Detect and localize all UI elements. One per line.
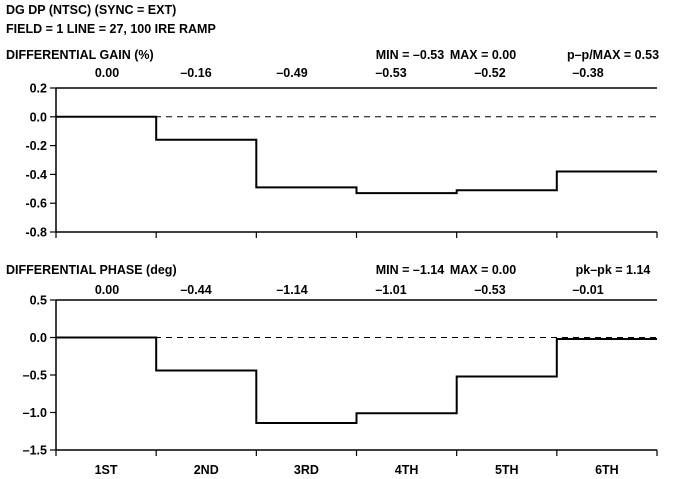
gain-ytick-label-2: -0.2 <box>25 139 47 153</box>
category-label-4: 4TH <box>395 463 419 477</box>
phase-segment-label-1: 0.00 <box>95 283 119 297</box>
category-label-6: 6TH <box>595 463 619 477</box>
phase-stat-0: MIN = –1.14 <box>376 263 444 277</box>
gain-stat-1: MAX = 0.00 <box>450 48 516 62</box>
gain-ytick-label-4: -0.6 <box>25 197 47 211</box>
gain-segment-label-4: –0.53 <box>375 66 406 80</box>
gain-stat-2: p–p/MAX = 0.53 <box>567 48 659 62</box>
phase-ytick-label-4: –1.5 <box>23 444 47 458</box>
header-line-2: FIELD = 1 LINE = 27, 100 IRE RAMP <box>6 22 216 36</box>
phase-ytick-label-3: –1.0 <box>23 406 47 420</box>
phase-title: DIFFERENTIAL PHASE (deg) <box>6 263 177 277</box>
gain-segment-label-2: –0.16 <box>180 66 211 80</box>
header-line-1: DG DP (NTSC) (SYNC = EXT) <box>6 3 177 17</box>
phase-segment-label-4: –1.01 <box>375 283 406 297</box>
phase-segment-label-2: –0.44 <box>180 283 211 297</box>
phase-stat-1: MAX = 0.00 <box>450 263 516 277</box>
gain-series-line <box>56 115 657 195</box>
gain-stat-0: MIN = –0.53 <box>376 48 444 62</box>
phase-segment-label-3: –1.14 <box>276 283 307 297</box>
phase-segment-label-6: –0.01 <box>572 283 603 297</box>
phase-ytick-label-2: –0.5 <box>23 369 47 383</box>
phase-ytick-label-1: 0.0 <box>30 331 47 345</box>
phase-stat-2: pk–pk = 1.14 <box>576 263 651 277</box>
gain-ytick-label-0: 0.2 <box>30 82 47 96</box>
category-label-3: 3RD <box>294 463 319 477</box>
gain-segment-label-5: –0.52 <box>474 66 505 80</box>
gain-segment-label-6: –0.38 <box>572 66 603 80</box>
phase-segment-label-5: –0.53 <box>474 283 505 297</box>
gain-ytick-label-3: -0.4 <box>25 168 47 182</box>
gain-segment-label-1: 0.00 <box>95 66 119 80</box>
phase-ytick-label-0: 0.5 <box>30 294 47 308</box>
category-label-1: 1ST <box>95 463 118 477</box>
gain-title: DIFFERENTIAL GAIN (%) <box>6 48 154 62</box>
gain-ytick-label-1: 0.0 <box>30 110 47 124</box>
category-label-5: 5TH <box>495 463 519 477</box>
category-label-2: 2ND <box>194 463 219 477</box>
phase-series-line <box>56 336 657 424</box>
gain-ytick-label-5: -0.8 <box>25 226 47 240</box>
gain-segment-label-3: –0.49 <box>276 66 307 80</box>
